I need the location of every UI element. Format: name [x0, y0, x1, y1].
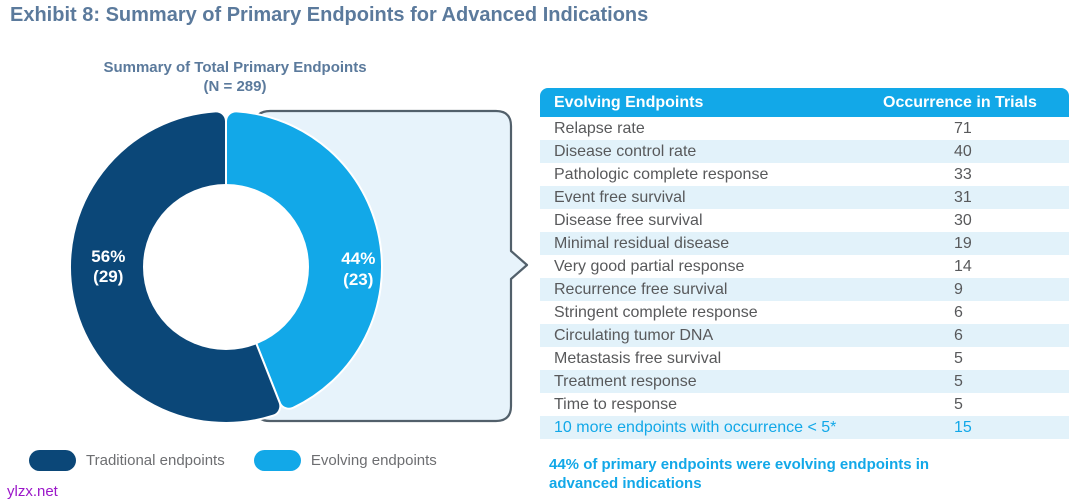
- svg-text:(23): (23): [343, 270, 373, 289]
- svg-text:44%: 44%: [341, 249, 375, 268]
- svg-text:(29): (29): [93, 267, 123, 286]
- svg-text:56%: 56%: [91, 247, 125, 266]
